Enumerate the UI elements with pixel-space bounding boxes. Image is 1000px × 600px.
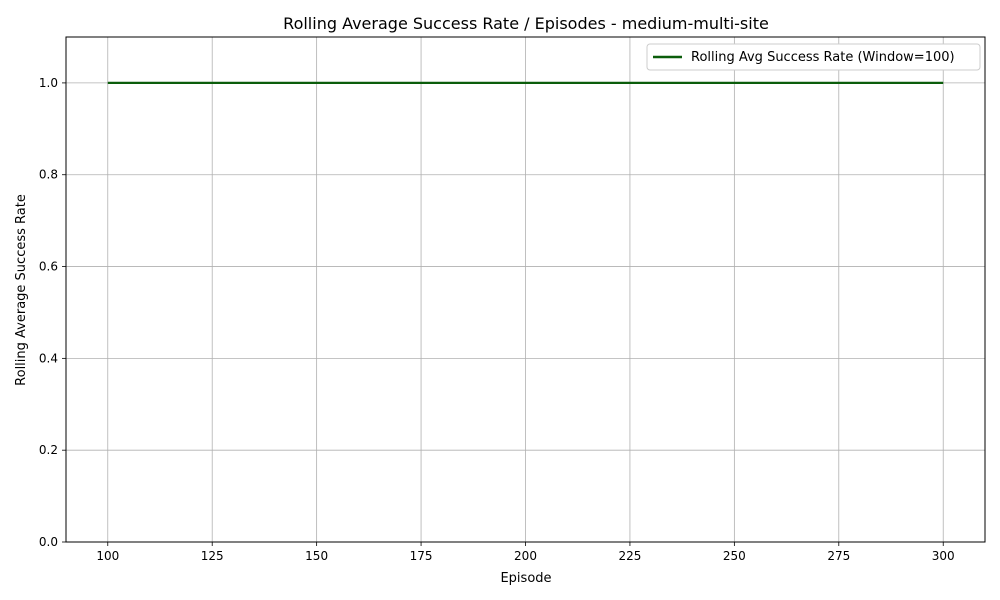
y-tick-label: 0.6	[39, 260, 58, 274]
x-tick-label: 150	[305, 549, 328, 563]
y-tick-label: 1.0	[39, 76, 58, 90]
y-axis: 0.0 0.2 0.4 0.6 0.8 1.0	[39, 76, 66, 549]
x-tick-label: 225	[618, 549, 641, 563]
y-tick-label: 0.0	[39, 535, 58, 549]
y-tick-label: 0.8	[39, 168, 58, 182]
x-tick-label: 250	[723, 549, 746, 563]
legend: Rolling Avg Success Rate (Window=100)	[646, 43, 981, 71]
legend-box	[646, 43, 981, 71]
x-tick-label: 125	[201, 549, 224, 563]
x-tick-label: 100	[96, 549, 119, 563]
x-tick-label: 175	[410, 549, 433, 563]
x-tick-label: 275	[827, 549, 850, 563]
x-tick-label: 200	[514, 549, 537, 563]
y-tick-label: 0.2	[39, 443, 58, 457]
legend-label: Rolling Avg Success Rate (Window=100)	[691, 50, 955, 65]
y-axis-title: Rolling Average Success Rate	[14, 194, 29, 386]
x-tick-label: 300	[932, 549, 955, 563]
x-axis-title: Episode	[500, 571, 551, 586]
x-axis: 100 125 150 175 200 225 250 275 300	[96, 542, 955, 563]
y-tick-label: 0.4	[39, 351, 58, 365]
chart-title: Rolling Average Success Rate / Episodes …	[283, 14, 769, 33]
